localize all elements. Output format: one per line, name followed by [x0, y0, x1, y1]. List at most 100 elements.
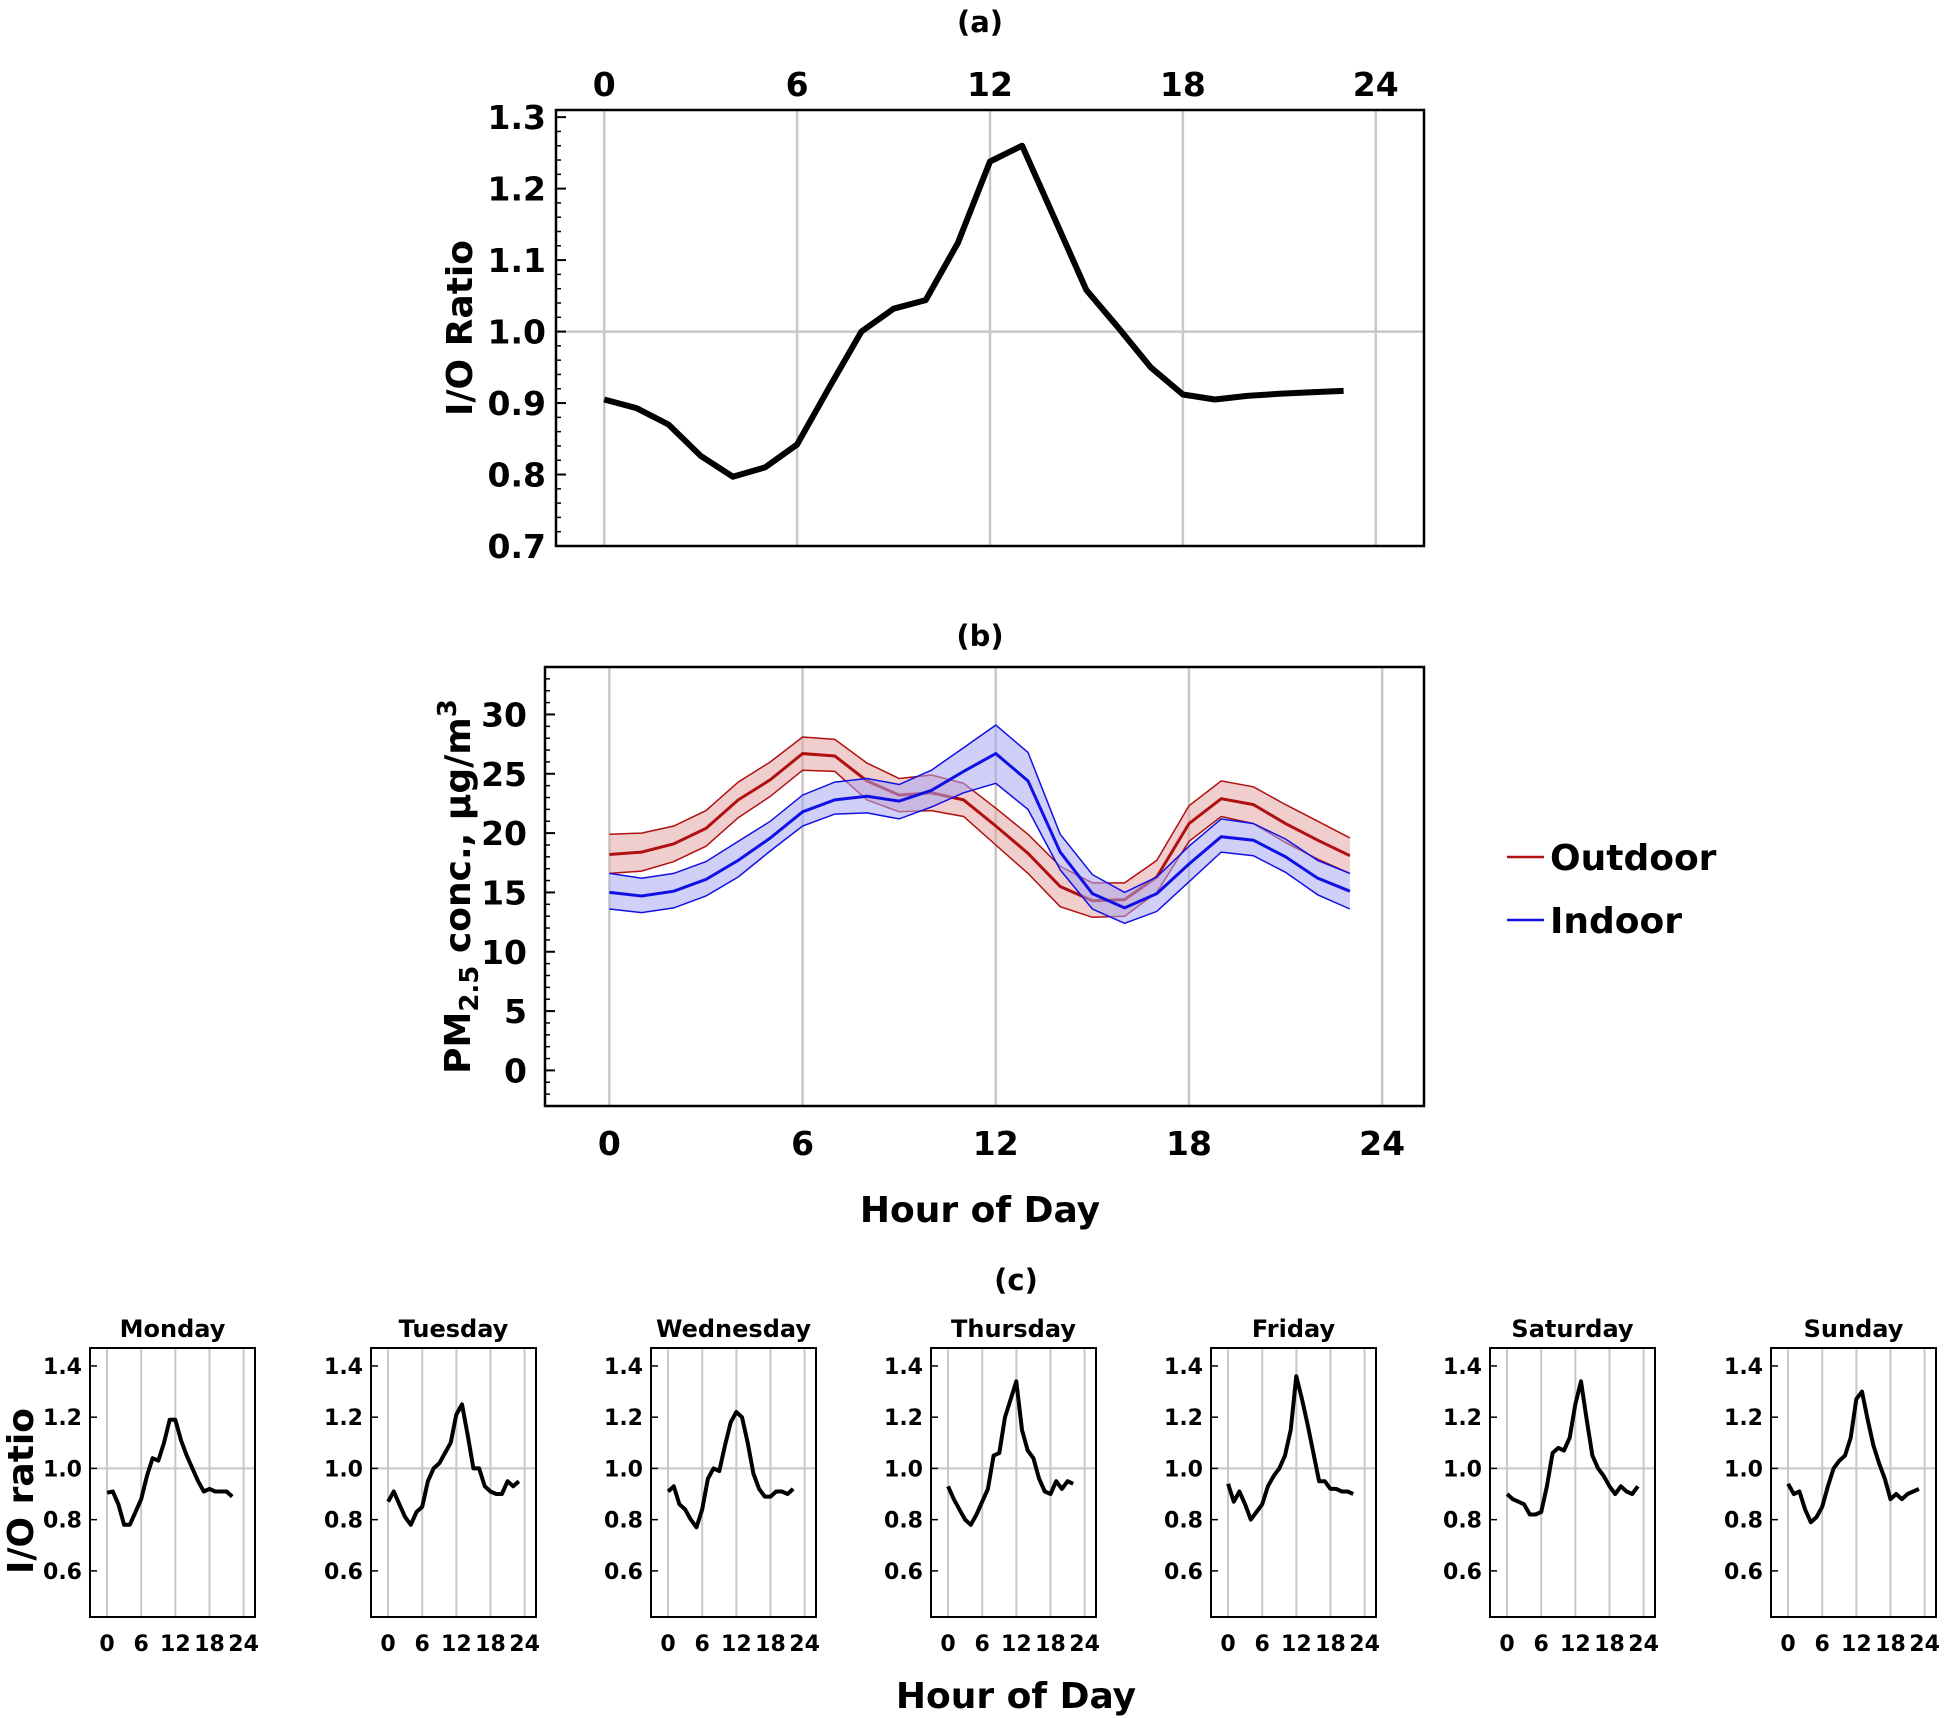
legend-label-outdoor: Outdoor: [1550, 838, 1717, 879]
y-tick-label: 0.8: [324, 1509, 363, 1534]
y-tick-label: 10: [481, 933, 527, 972]
x-tick-label: 18: [1166, 1124, 1212, 1163]
outdoor-upper-bound: [609, 736, 1351, 884]
y-tick-label: 0.6: [1724, 1560, 1763, 1585]
subplot-thursday: 0.6 0.8 1.0 1.2 1.4 0 6 12 18 24 Thursday: [884, 1315, 1100, 1657]
x-tick-label: 24: [1359, 1124, 1405, 1163]
subplot-title-monday: Monday: [120, 1315, 226, 1343]
y-tick-label: 1.4: [884, 1355, 923, 1380]
x-tick-label: 6: [791, 1124, 814, 1163]
x-tick-label: 12: [973, 1124, 1019, 1163]
y-tick-label: 0.6: [1443, 1560, 1482, 1585]
y-tick-label: 0.6: [884, 1560, 923, 1585]
x-tick-label: 6: [1255, 1632, 1270, 1657]
x-tick-label: 6: [134, 1632, 149, 1657]
x-tick-label: 24: [789, 1632, 820, 1657]
subplot-friday: 0.6 0.8 1.0 1.2 1.4 0 6 12 18 24 Friday: [1164, 1315, 1380, 1657]
x-tick-label: 18: [1160, 65, 1206, 104]
monday-io-ratio-line: [106, 1417, 234, 1527]
x-tick-label: 0: [1499, 1632, 1514, 1657]
y-tick-label: 1.0: [1724, 1457, 1763, 1482]
io-ratio-line: [603, 142, 1344, 480]
friday-io-ratio-line: [1226, 1374, 1355, 1522]
x-tick-label: 12: [1560, 1632, 1591, 1657]
plot-frame-saturday: [1489, 1347, 1656, 1618]
x-tick-label: 24: [1909, 1632, 1940, 1657]
x-tick-label: 12: [1001, 1632, 1032, 1657]
y-axis-label-a: I/O Ratio: [440, 240, 481, 416]
y-tick-label: 1.0: [1443, 1457, 1482, 1482]
y-tick-label: 20: [481, 814, 527, 853]
x-tick-label: 0: [660, 1632, 675, 1657]
plot-frame-b: [543, 665, 1426, 1108]
y-tick-label: 1.0: [604, 1457, 643, 1482]
y-label-main: PM: [438, 1012, 479, 1074]
subplot-tuesday: 0.6 0.8 1.0 1.2 1.4 0 6 12 18 24 Tuesday: [324, 1315, 540, 1657]
plot-frame-friday: [1210, 1347, 1377, 1618]
panel-b: 0 5 10 15 20 25 30 0 6 12 18 24 (b) Hour of Day PM2.5 …: [433, 619, 1717, 1231]
outdoor-lower-bound: [609, 769, 1351, 919]
y-tick-label: 1.4: [1164, 1355, 1203, 1380]
y-tick-label: 0.8: [604, 1509, 643, 1534]
x-tick-label: 18: [194, 1632, 225, 1657]
plot-frame-monday: [89, 1347, 256, 1618]
x-tick-label: 24: [1628, 1632, 1659, 1657]
y-tick-label: 0.6: [604, 1560, 643, 1585]
y-tick-label: 1.2: [1724, 1406, 1763, 1431]
indoor-lower-bound: [609, 782, 1351, 925]
x-tick-label: 6: [695, 1632, 710, 1657]
x-tick-label: 6: [975, 1632, 990, 1657]
x-tick-label: 18: [1594, 1632, 1625, 1657]
y-label-subscript: 2.5: [455, 966, 485, 1012]
plot-frame-a: [554, 108, 1426, 548]
x-tick-label: 6: [1534, 1632, 1549, 1657]
y-axis-label-c: I/O ratio: [1, 1408, 42, 1574]
x-tick-label: 24: [1069, 1632, 1100, 1657]
x-tick-label: 6: [786, 65, 809, 104]
x-tick-label: 18: [1315, 1632, 1346, 1657]
y-tick-label: 1.1: [488, 241, 546, 280]
y-tick-label: 0.8: [1724, 1509, 1763, 1534]
x-tick-label: 12: [441, 1632, 472, 1657]
y-tick-label: 0.8: [884, 1509, 923, 1534]
y-tick-label: 1.4: [43, 1355, 82, 1380]
x-tick-label: 18: [1875, 1632, 1906, 1657]
outdoor-mean-line: [609, 752, 1351, 903]
x-tick-label: 12: [1281, 1632, 1312, 1657]
y-label-rest: conc., μg/m: [438, 717, 479, 965]
y-tick-label: 1.2: [1164, 1406, 1203, 1431]
y-tick-label: 1.0: [1164, 1457, 1203, 1482]
x-tick-label: 24: [509, 1632, 540, 1657]
panel-title-a: (a): [957, 5, 1003, 39]
y-tick-label: 1.4: [324, 1355, 363, 1380]
x-tick-label: 0: [380, 1632, 395, 1657]
y-tick-label: 1.2: [884, 1406, 923, 1431]
subplot-saturday: 0.6 0.8 1.0 1.2 1.4 0 6 12 18 24 Saturday: [1443, 1315, 1659, 1657]
subplot-title-sunday: Sunday: [1804, 1315, 1904, 1343]
y-tick-label: 0.8: [1443, 1509, 1482, 1534]
subplot-title-tuesday: Tuesday: [399, 1315, 509, 1343]
x-tick-label: 12: [160, 1632, 191, 1657]
saturday-io-ratio-line: [1505, 1379, 1640, 1517]
x-tick-label: 0: [598, 1124, 621, 1163]
y-tick-label: 0.8: [1164, 1509, 1203, 1534]
x-tick-label: 24: [1349, 1632, 1380, 1657]
x-tick-label: 0: [940, 1632, 955, 1657]
x-tick-label: 24: [1353, 65, 1399, 104]
plot-frame-wednesday: [650, 1347, 817, 1618]
x-tick-label: 6: [1815, 1632, 1830, 1657]
y-tick-label: 30: [481, 695, 527, 734]
y-tick-label: 0.7: [488, 527, 546, 566]
tuesday-io-ratio-line: [386, 1402, 521, 1527]
x-tick-label: 12: [1841, 1632, 1872, 1657]
x-tick-label: 12: [967, 65, 1013, 104]
y-tick-label: 1.0: [488, 313, 546, 352]
y-label-superscript: 3: [433, 699, 463, 717]
x-tick-label: 24: [228, 1632, 259, 1657]
thursday-io-ratio-line: [946, 1379, 1075, 1527]
sunday-io-ratio-line: [1786, 1389, 1920, 1525]
y-tick-label: 5: [504, 992, 527, 1031]
y-tick-label: 25: [481, 755, 527, 794]
